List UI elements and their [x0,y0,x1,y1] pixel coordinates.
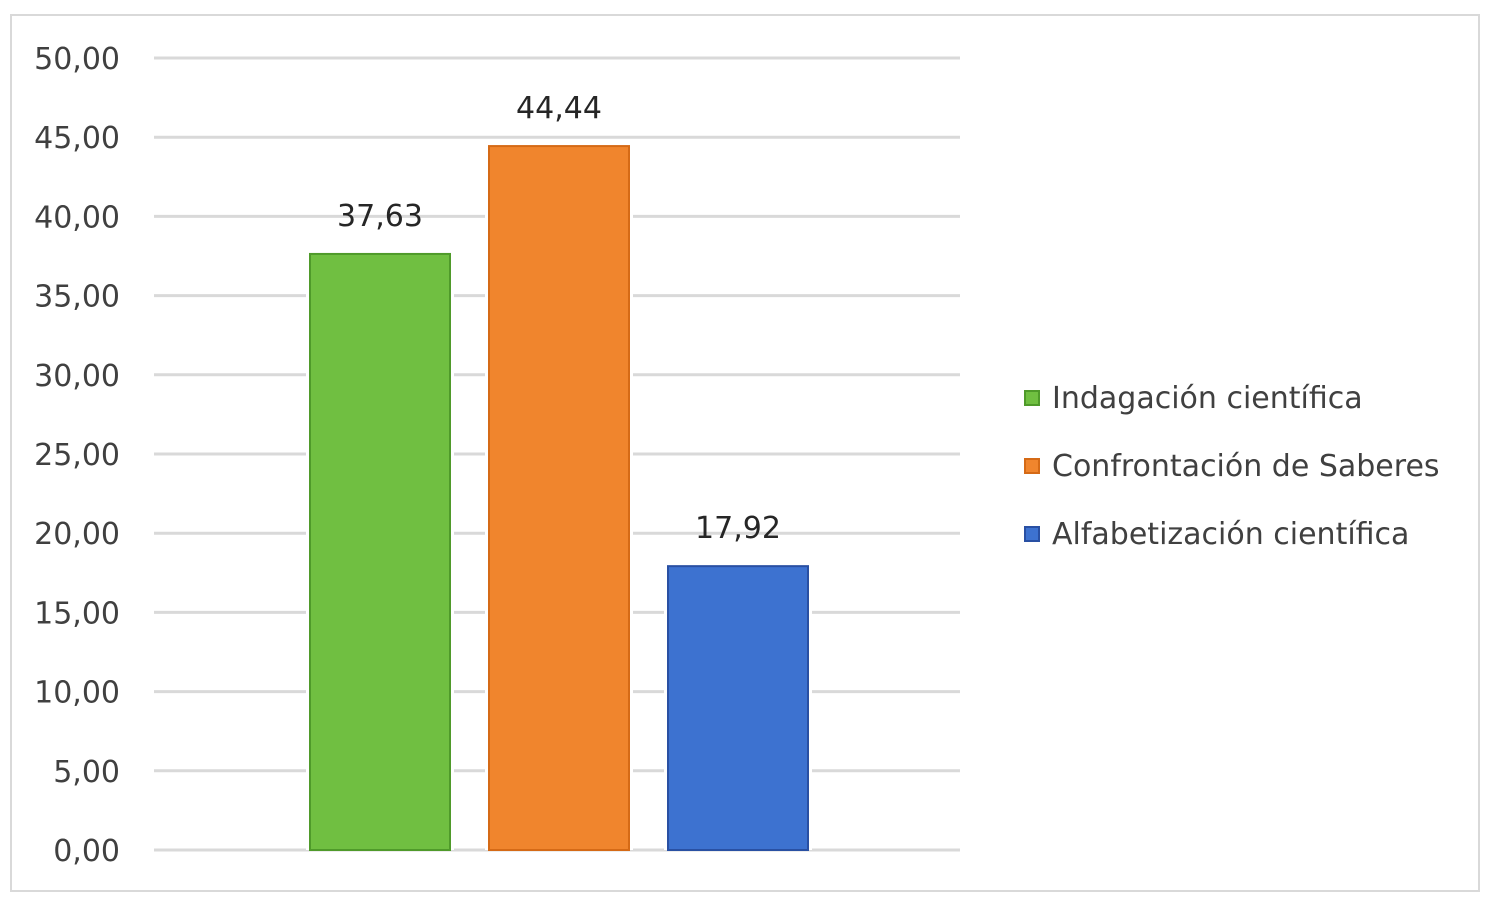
y-axis-tick-labels: 0,00 5,00 10,00 15,00 20,00 25,00 30,00 35,00 40… [34,42,120,869]
bar-data-label: 37,63 [337,199,423,234]
legend-item-confrontacion: Confrontación de Saberes [1024,432,1440,500]
legend-swatch-confrontacion [1024,458,1040,474]
y-tick-label: 30,00 [34,359,120,394]
legend-label-indagacion: Indagación científica [1052,380,1363,416]
y-tick-label: 50,00 [34,42,120,77]
legend-swatch-alfabetizacion [1024,526,1040,542]
bar [309,252,451,851]
legend-item-indagacion: Indagación científica [1024,364,1440,432]
bar [667,565,809,852]
y-tick-label: 5,00 [53,755,120,790]
y-tick-label: 20,00 [34,517,120,552]
y-tick-label: 0,00 [53,834,120,869]
legend-label-alfabetizacion: Alfabetización científica [1052,516,1410,552]
bar-data-label: 17,92 [695,511,781,546]
bar-data-label: 44,44 [516,91,602,126]
data-labels: 37,63 44,44 17,92 [337,91,781,546]
legend: Indagación científica Confrontación de S… [1024,364,1440,568]
y-tick-label: 10,00 [34,676,120,711]
y-tick-label: 35,00 [34,280,120,315]
y-tick-label: 45,00 [34,121,120,156]
legend-swatch-indagacion [1024,390,1040,406]
legend-item-alfabetizacion: Alfabetización científica [1024,500,1440,568]
y-tick-label: 25,00 [34,438,120,473]
y-tick-label: 40,00 [34,200,120,235]
y-tick-label: 15,00 [34,596,120,631]
legend-label-confrontacion: Confrontación de Saberes [1052,448,1440,484]
bars [306,145,812,852]
bar [488,145,630,852]
